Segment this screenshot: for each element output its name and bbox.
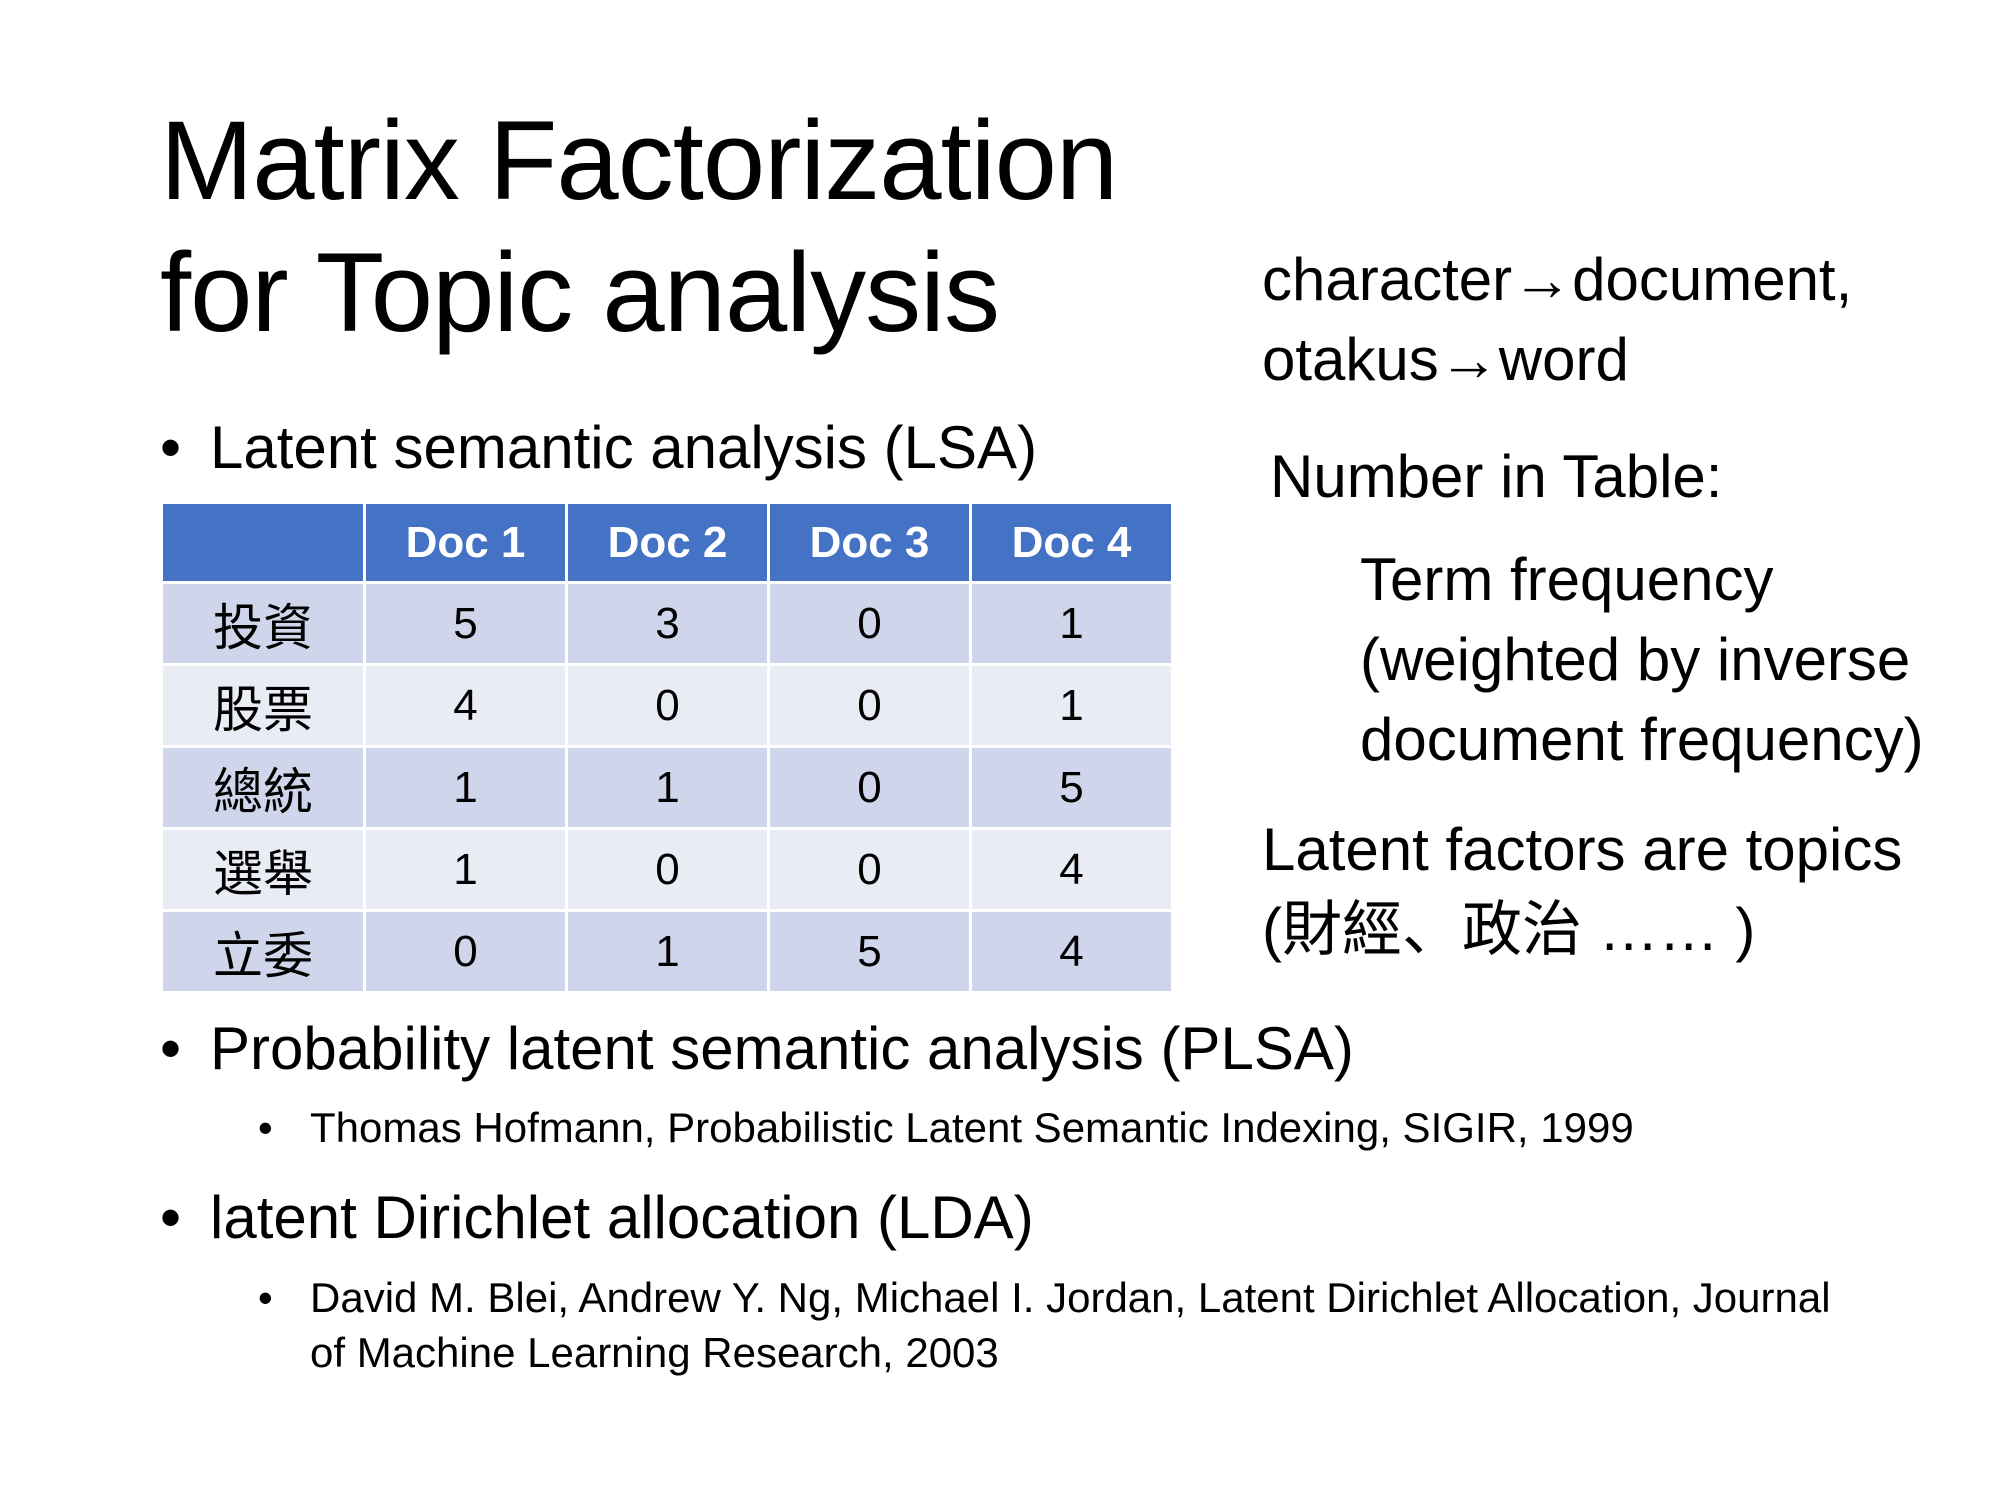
- value-cell: 5: [363, 581, 568, 666]
- bullet-lsa: • Latent semantic analysis (LSA): [160, 412, 1037, 484]
- value-cell: 0: [767, 827, 972, 912]
- table-header-corner: [160, 501, 366, 584]
- table-header-doc2: Doc 2: [565, 501, 770, 584]
- table-row: 股票 4 0 0 1: [160, 663, 1174, 748]
- term-cell: 立委: [160, 909, 366, 994]
- table-header-doc1: Doc 1: [363, 501, 568, 584]
- value-cell: 4: [969, 909, 1174, 994]
- value-cell: 1: [969, 663, 1174, 748]
- bullet-plsa: • Probability latent semantic analysis (P…: [160, 1013, 1354, 1085]
- value-cell: 4: [969, 827, 1174, 912]
- bullet-marker: •: [258, 1104, 273, 1151]
- latent-line2: (財經、政治 …… ): [1262, 896, 1756, 963]
- bullet-plsa-text: Probability latent semantic analysis (PL…: [210, 1015, 1354, 1082]
- term-document-table: Doc 1 Doc 2 Doc 3 Doc 4 投資 5 3 0 1 股票 4 …: [160, 501, 1174, 994]
- plsa-reference-text: Thomas Hofmann, Probabilistic Latent Sem…: [310, 1104, 1634, 1151]
- value-cell: 5: [767, 909, 972, 994]
- bullet-marker: •: [160, 1184, 182, 1251]
- slide-title: Matrix Factorization for Topic analysis: [160, 95, 1118, 359]
- term-cell: 投資: [160, 581, 366, 666]
- table-header-row: Doc 1 Doc 2 Doc 3 Doc 4: [160, 501, 1174, 584]
- value-cell: 0: [363, 909, 568, 994]
- value-cell: 4: [363, 663, 568, 748]
- mapping-line2: otakus→word: [1262, 326, 1629, 393]
- table-header-doc4: Doc 4: [969, 501, 1174, 584]
- tf-line2: (weighted by inverse: [1360, 626, 1911, 693]
- table-row: 立委 0 1 5 4: [160, 909, 1174, 994]
- term-cell: 總統: [160, 745, 366, 830]
- value-cell: 3: [565, 581, 770, 666]
- value-cell: 0: [767, 581, 972, 666]
- bullet-marker: •: [160, 1015, 182, 1082]
- value-cell: 1: [363, 827, 568, 912]
- slide-title-line1: Matrix Factorization: [160, 98, 1118, 223]
- value-cell: 0: [565, 827, 770, 912]
- mapping-note: character→document, otakus→word: [1262, 240, 1852, 400]
- bullet-marker: •: [160, 414, 182, 481]
- value-cell: 1: [565, 745, 770, 830]
- table-header-doc3: Doc 3: [767, 501, 972, 584]
- bullet-marker: •: [258, 1274, 273, 1321]
- term-cell: 選舉: [160, 827, 366, 912]
- tf-line3: document frequency): [1360, 706, 1924, 773]
- term-frequency-note: Term frequency (weighted by inverse docu…: [1360, 540, 1924, 780]
- table-row: 總統 1 1 0 5: [160, 745, 1174, 830]
- latent-line1: Latent factors are topics: [1262, 816, 1903, 883]
- tf-line1: Term frequency: [1360, 546, 1774, 613]
- term-cell: 股票: [160, 663, 366, 748]
- bullet-lda-reference: • David M. Blei, Andrew Y. Ng, Michael I…: [258, 1270, 1838, 1380]
- value-cell: 0: [565, 663, 770, 748]
- value-cell: 1: [363, 745, 568, 830]
- lda-reference-text: David M. Blei, Andrew Y. Ng, Michael I. …: [310, 1274, 1831, 1376]
- slide-title-line2: for Topic analysis: [160, 230, 1000, 355]
- number-in-table-label: Number in Table:: [1270, 443, 1723, 510]
- mapping-line1: character→document,: [1262, 246, 1853, 313]
- bullet-lda-text: latent Dirichlet allocation (LDA): [210, 1184, 1034, 1251]
- value-cell: 0: [767, 663, 972, 748]
- value-cell: 0: [767, 745, 972, 830]
- bullet-lda: • latent Dirichlet allocation (LDA): [160, 1182, 1034, 1254]
- bullet-lsa-text: Latent semantic analysis (LSA): [210, 414, 1038, 481]
- table-row: 投資 5 3 0 1: [160, 581, 1174, 666]
- value-cell: 5: [969, 745, 1174, 830]
- value-cell: 1: [969, 581, 1174, 666]
- value-cell: 1: [565, 909, 770, 994]
- latent-factors-note: Latent factors are topics (財經、政治 …… ): [1262, 810, 1902, 970]
- table-row: 選舉 1 0 0 4: [160, 827, 1174, 912]
- bullet-plsa-reference: • Thomas Hofmann, Probabilistic Latent S…: [258, 1100, 1758, 1155]
